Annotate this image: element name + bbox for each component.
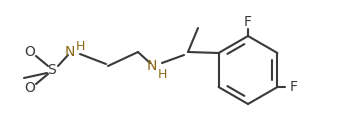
Text: N: N [65,45,75,59]
Text: O: O [25,81,36,95]
Text: H: H [75,39,85,52]
Text: H: H [157,67,167,81]
Text: O: O [25,45,36,59]
Text: S: S [48,63,56,77]
Text: N: N [147,59,157,73]
Text: F: F [289,80,298,94]
Text: F: F [244,15,252,29]
